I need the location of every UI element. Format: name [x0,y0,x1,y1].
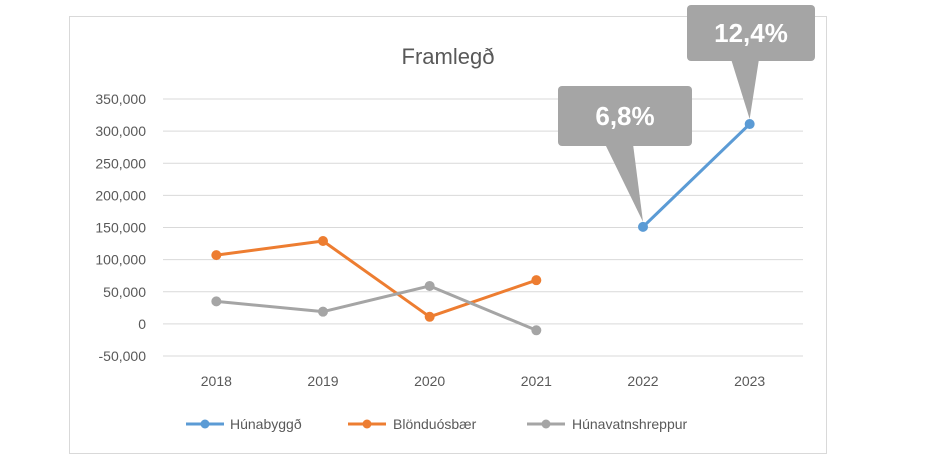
legend-marker [541,419,551,429]
x-tick-label: 2020 [414,373,445,389]
legend-item: Húnavatnshreppur [527,416,688,432]
y-tick-label: 300,000 [95,123,146,139]
y-tick-label: 150,000 [95,220,146,236]
callout-label: 6,8% [595,101,654,131]
x-tick-label: 2023 [734,373,765,389]
x-tick-label: 2019 [307,373,338,389]
chart-frame [69,16,827,454]
data-point [424,311,435,322]
x-tick-label: 2018 [201,373,232,389]
legend-label: Blönduósbær [393,416,477,432]
data-point [531,325,542,336]
chart-title: Framlegð [402,44,495,69]
y-tick-label: 0 [138,316,146,332]
legend-marker [200,419,210,429]
data-point [531,275,542,286]
data-point [744,119,755,130]
callout-box [558,86,692,146]
y-tick-label: 200,000 [95,187,146,203]
callout-box [687,5,815,61]
legend-item: Blönduósbær [348,416,477,432]
y-tick-label: 50,000 [103,284,146,300]
legend-label: Húnabyggð [230,416,302,432]
data-point [211,296,222,307]
data-point [318,235,328,246]
legend-item: Húnabyggð [186,416,302,432]
series-2 [211,280,542,336]
x-tick-label: 2021 [521,373,552,389]
x-tick-label: 2022 [627,373,658,389]
series-1 [211,235,542,322]
data-point [318,306,328,317]
series-line [641,122,752,229]
data-point [638,221,648,232]
legend-label: Húnavatnshreppur [572,416,688,432]
series-line [214,239,538,319]
data-callout: 12,4% [687,5,815,120]
series-line [214,284,538,332]
y-tick-label: 100,000 [95,252,146,268]
y-tick-label: -50,000 [99,348,147,364]
y-tick-label: 250,000 [95,155,146,171]
data-point [424,280,435,291]
data-point [211,250,222,261]
y-tick-label: 350,000 [95,91,146,107]
data-callout: 6,8% [558,86,692,222]
callout-label: 12,4% [714,18,788,48]
legend-marker [362,419,372,429]
callout-pointer [731,59,759,120]
callout-pointer [605,144,643,222]
series-0 [638,119,755,232]
